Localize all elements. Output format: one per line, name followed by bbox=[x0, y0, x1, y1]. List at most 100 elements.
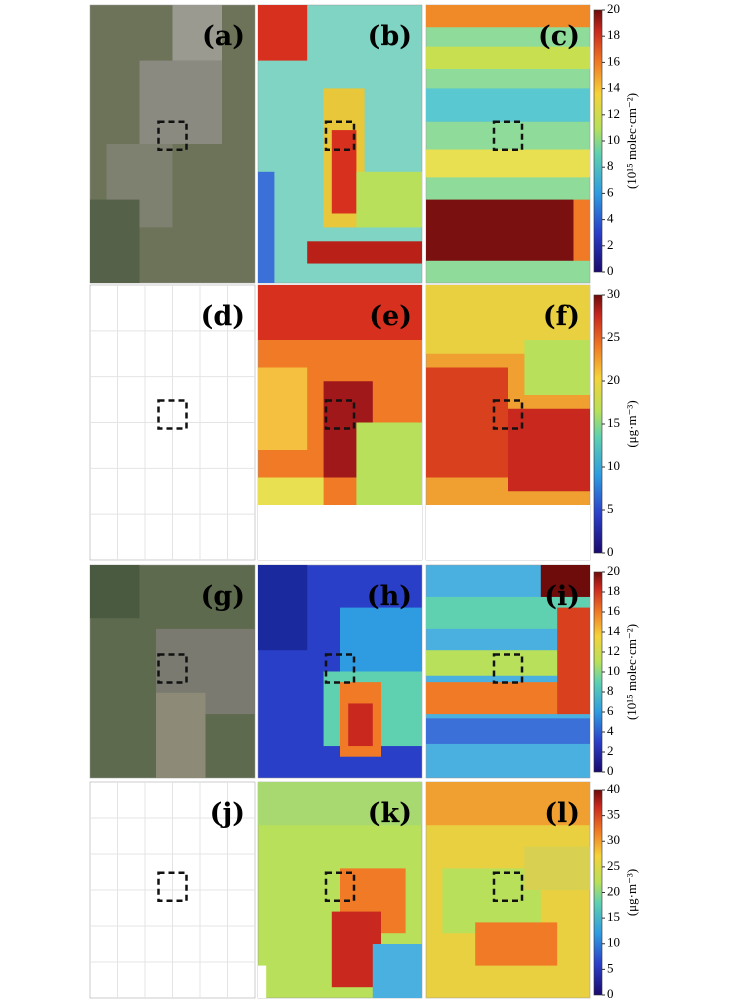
study-area-box bbox=[324, 399, 356, 430]
colorbar-tick-label: 16 bbox=[607, 53, 621, 68]
colorbar-tick-label: 12 bbox=[607, 643, 620, 658]
map-patch bbox=[426, 88, 590, 122]
colorbar-tick-label: 10 bbox=[607, 458, 620, 473]
panel-label: (l) bbox=[544, 798, 580, 829]
colorbar bbox=[593, 789, 603, 996]
colorbar-tick-label: 0 bbox=[607, 263, 614, 278]
colorbar-tick-label: 0 bbox=[607, 986, 614, 1000]
colorbar-label: (10¹⁵ molec·cm⁻²) bbox=[624, 93, 639, 189]
colorbar-tick-label: 30 bbox=[607, 286, 620, 301]
colorbar-tick-label: 8 bbox=[607, 158, 614, 173]
map-patch bbox=[524, 846, 590, 890]
map-patch bbox=[258, 565, 308, 651]
colorbar-tick-label: 5 bbox=[607, 960, 614, 975]
map-patch bbox=[139, 60, 222, 144]
study-area-box bbox=[157, 653, 188, 684]
map-patch bbox=[426, 149, 590, 178]
map-patch bbox=[90, 199, 140, 283]
panel: (a) bbox=[89, 4, 256, 284]
panel: (i) bbox=[425, 564, 591, 779]
map-patch bbox=[156, 692, 206, 778]
colorbar-tick-label: 14 bbox=[607, 80, 621, 95]
map-patch bbox=[331, 130, 357, 214]
colorbar-tick-label: 20 bbox=[607, 372, 620, 387]
colorbar-tick-label: 2 bbox=[607, 237, 614, 252]
map-patch bbox=[307, 241, 422, 264]
study-area-box bbox=[157, 399, 188, 430]
map-patch bbox=[372, 944, 422, 998]
colorbar-tick-label: 0 bbox=[607, 763, 614, 778]
colorbar-tick-label: 20 bbox=[607, 563, 620, 578]
map-patch bbox=[426, 5, 590, 28]
colorbar-tick-label: 4 bbox=[607, 211, 614, 226]
colorbar-tick-label: 18 bbox=[607, 27, 620, 42]
colorbar bbox=[593, 294, 603, 554]
panel-label: (d) bbox=[201, 301, 245, 332]
map-patch bbox=[348, 703, 373, 747]
colorbar-tick-label: 14 bbox=[607, 623, 621, 638]
colorbar bbox=[593, 9, 603, 273]
colorbar-tick-label: 15 bbox=[607, 415, 620, 430]
study-area-box bbox=[324, 653, 356, 684]
panel-label: (b) bbox=[368, 21, 412, 52]
map-patch bbox=[258, 505, 422, 560]
map-patch bbox=[356, 422, 422, 505]
map-patch bbox=[90, 565, 140, 619]
panel-label: (i) bbox=[544, 581, 580, 612]
study-area-box bbox=[324, 120, 356, 152]
panel: (d) bbox=[89, 284, 256, 561]
map-patch bbox=[524, 340, 590, 395]
colorbar-tick-label: 10 bbox=[607, 132, 620, 147]
colorbar-tick-label: 20 bbox=[607, 1, 620, 16]
panel-label: (f) bbox=[543, 301, 580, 332]
colorbar-tick-label: 25 bbox=[607, 329, 620, 344]
map-patch bbox=[258, 285, 422, 340]
map-patch bbox=[340, 607, 422, 672]
map-patch bbox=[258, 965, 267, 998]
colorbar-tick-label: 15 bbox=[607, 909, 620, 924]
colorbar-tick-label: 18 bbox=[607, 583, 620, 598]
study-area-box bbox=[157, 871, 188, 902]
study-area-box bbox=[492, 399, 524, 430]
panel: (f) bbox=[425, 284, 591, 561]
map-patch bbox=[426, 505, 590, 560]
map-patch bbox=[258, 367, 308, 450]
colorbar-tick-label: 5 bbox=[607, 501, 614, 516]
colorbar-tick-label: 4 bbox=[607, 723, 614, 738]
panel-label: (h) bbox=[367, 581, 412, 612]
colorbar-tick-label: 6 bbox=[607, 184, 614, 199]
map-patch bbox=[508, 408, 590, 492]
panel-label: (k) bbox=[368, 798, 412, 829]
map-patch bbox=[258, 171, 275, 283]
panel: (e) bbox=[257, 284, 423, 561]
colorbar-tick-label: 40 bbox=[607, 781, 620, 796]
colorbar-tick-label: 25 bbox=[607, 858, 620, 873]
map-patch bbox=[426, 718, 590, 744]
map-patch bbox=[557, 607, 590, 715]
map-patch bbox=[573, 199, 590, 261]
study-area-box bbox=[324, 871, 356, 902]
colorbar-tick-label: 16 bbox=[607, 603, 621, 618]
colorbar-tick-label: 8 bbox=[607, 683, 614, 698]
map-patch bbox=[356, 171, 422, 228]
map-patch bbox=[172, 5, 222, 61]
colorbar-label: (10¹⁵ molec·cm⁻²) bbox=[624, 624, 639, 720]
study-area-box bbox=[492, 653, 524, 684]
panel-label: (c) bbox=[538, 21, 580, 52]
colorbar-tick-label: 12 bbox=[607, 106, 620, 121]
map-patch bbox=[426, 782, 590, 826]
panel-label: (a) bbox=[202, 21, 245, 52]
panel: (h) bbox=[257, 564, 423, 779]
study-area-box bbox=[492, 120, 524, 152]
colorbar-tick-label: 35 bbox=[607, 807, 620, 822]
map-patch bbox=[258, 5, 308, 61]
panel: (c) bbox=[425, 4, 591, 284]
colorbar-tick-label: 10 bbox=[607, 935, 620, 950]
colorbar-label: (μg·m⁻³) bbox=[624, 869, 639, 916]
colorbar-tick-label: 6 bbox=[607, 703, 614, 718]
colorbar-tick-label: 2 bbox=[607, 743, 614, 758]
panel: (g) bbox=[89, 564, 256, 779]
panel: (j) bbox=[89, 781, 256, 999]
panel-label: (g) bbox=[201, 581, 245, 612]
